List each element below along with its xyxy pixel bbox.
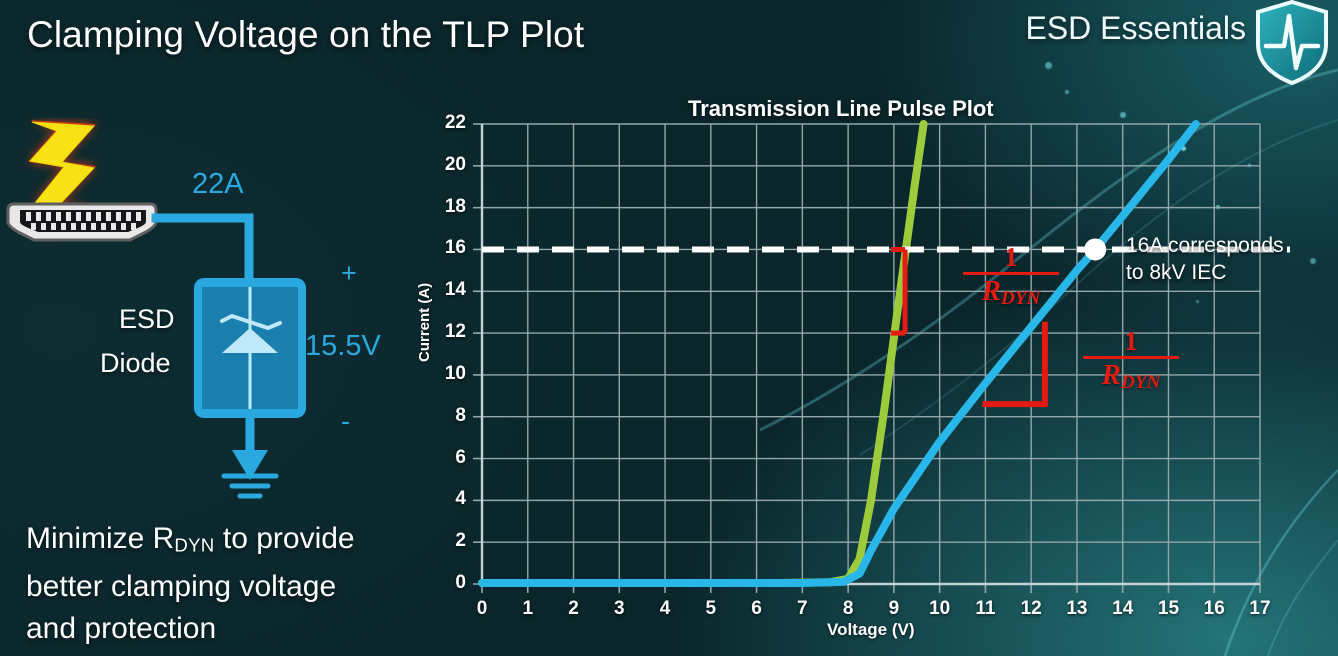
x-tick-label: 2 bbox=[568, 598, 579, 619]
x-tick-label: 13 bbox=[1066, 598, 1088, 619]
blurb-line2: better clamping voltage bbox=[26, 570, 337, 604]
chart-title: Transmission Line Pulse Plot bbox=[688, 96, 994, 121]
clamping-voltage-label: 15.5V bbox=[305, 330, 381, 362]
callout-text: 16A corresponds to 8kV IEC bbox=[1126, 232, 1284, 286]
y-tick-label: 22 bbox=[444, 112, 466, 133]
shield-pulse-icon bbox=[1256, 0, 1328, 86]
series-line-1 bbox=[478, 120, 928, 587]
slope-denominator-2: RDYN bbox=[1101, 359, 1161, 393]
blurb-line1-post: to provide bbox=[214, 522, 355, 555]
y-tick-label: 12 bbox=[444, 321, 466, 343]
tvs-diode-icon bbox=[194, 278, 306, 418]
summary-text: Minimize RDYN to provide better clamping… bbox=[26, 518, 446, 650]
x-tick-label: 15 bbox=[1157, 598, 1180, 619]
y-tick-label: 20 bbox=[444, 153, 466, 175]
diode-label-line1: ESD bbox=[119, 304, 175, 334]
y-tick-label: 8 bbox=[455, 404, 466, 426]
slope-annotation-1: 1 RDYN bbox=[963, 244, 1059, 314]
y-tick-label: 10 bbox=[444, 362, 466, 384]
current-arrow-icon bbox=[232, 450, 268, 480]
callout-line2: to 8kV IEC bbox=[1126, 261, 1227, 284]
y-tick-label: 4 bbox=[455, 488, 466, 510]
x-tick-label: 11 bbox=[975, 598, 996, 619]
current-label: 22A bbox=[192, 168, 244, 200]
x-tick-label: 1 bbox=[522, 598, 534, 619]
brand-label: ESD Essentials bbox=[1025, 10, 1246, 46]
chart-plot-area bbox=[473, 120, 1290, 593]
x-tick-label: 16 bbox=[1203, 598, 1225, 619]
polarity-minus-label: - bbox=[341, 406, 350, 436]
data-point-marker-icon[interactable] bbox=[1084, 238, 1107, 261]
circuit-wires bbox=[151, 213, 254, 283]
hdmi-connector-icon bbox=[6, 202, 158, 242]
x-tick-label: 8 bbox=[842, 598, 854, 619]
x-tick-label: 12 bbox=[1020, 598, 1042, 619]
x-tick-label: 17 bbox=[1249, 598, 1271, 619]
y-tick-label: 2 bbox=[455, 530, 466, 552]
slope-annotation-2: 1 RDYN bbox=[1083, 328, 1179, 398]
polarity-plus-label: + bbox=[341, 258, 357, 288]
fraction-bar-1 bbox=[963, 272, 1059, 275]
x-tick-label: 5 bbox=[705, 598, 717, 619]
chart-x-axis-label: Voltage (V) bbox=[827, 620, 915, 639]
blurb-line1-pre: Minimize R bbox=[26, 522, 175, 555]
x-tick-label: 0 bbox=[476, 598, 488, 619]
y-tick-label: 0 bbox=[455, 572, 466, 593]
x-tick-label: 3 bbox=[613, 598, 625, 619]
slope-denominator-1: RDYN bbox=[981, 275, 1041, 309]
slope-bracket-1 bbox=[891, 246, 908, 336]
blurb-line3: and protection bbox=[26, 612, 217, 646]
x-tick-label: 10 bbox=[929, 598, 951, 619]
esd-circuit-diagram bbox=[0, 118, 430, 508]
diode-label-line2: Diode bbox=[100, 348, 171, 378]
slope-numerator-2: 1 bbox=[1124, 326, 1138, 356]
x-tick-label: 4 bbox=[659, 598, 671, 619]
y-tick-label: 6 bbox=[455, 446, 466, 468]
x-tick-label: 14 bbox=[1112, 598, 1134, 619]
y-tick-label: 16 bbox=[444, 237, 466, 259]
callout-line1: 16A corresponds bbox=[1126, 234, 1284, 257]
slope-numerator-1: 1 bbox=[1004, 242, 1018, 272]
x-tick-label: 9 bbox=[888, 598, 900, 619]
tlp-chart: Transmission Line Pulse Plot Current (A)… bbox=[416, 92, 1323, 652]
slope-bracket-2 bbox=[982, 321, 1048, 408]
series-line-2 bbox=[478, 120, 1200, 587]
x-tick-label: 7 bbox=[797, 598, 808, 619]
y-tick-label: 18 bbox=[444, 195, 466, 217]
x-tick-label: 6 bbox=[751, 598, 762, 619]
fraction-bar-2 bbox=[1083, 356, 1179, 359]
y-tick-label: 14 bbox=[444, 279, 466, 301]
ground-symbol-icon bbox=[221, 473, 279, 499]
blurb-line1-sub: DYN bbox=[174, 534, 215, 556]
page-title: Clamping Voltage on the TLP Plot bbox=[27, 14, 585, 55]
